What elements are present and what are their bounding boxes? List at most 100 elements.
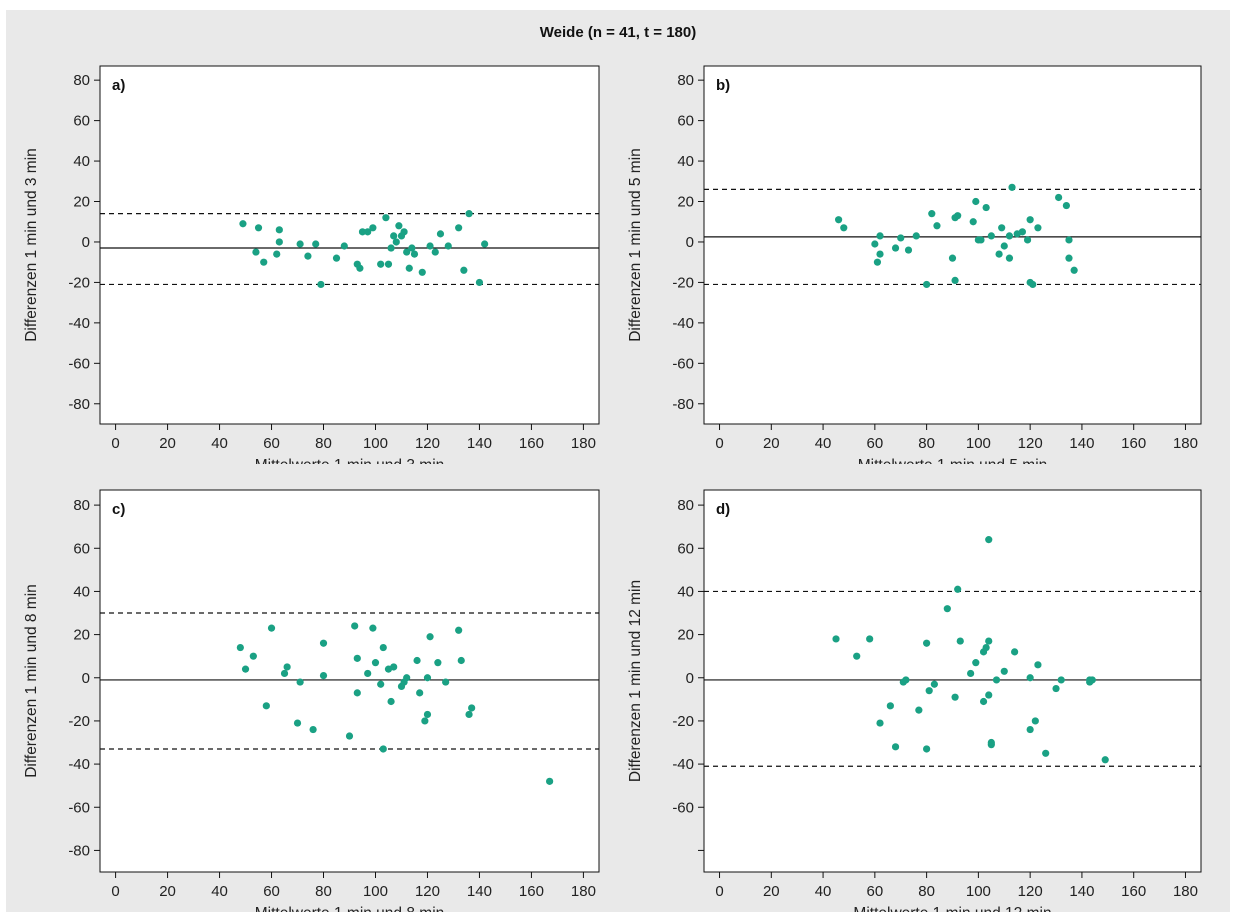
- y-tick-label: 0: [686, 234, 694, 251]
- x-tick-label: 0: [715, 435, 723, 452]
- x-tick-label: 40: [815, 883, 832, 900]
- y-tick-label: 80: [73, 72, 90, 89]
- data-point: [442, 678, 450, 686]
- data-point: [371, 659, 380, 667]
- panel-d: -60 -40 -20 0 20 40 60 80 0 20 40 60 80 100 120 140 160 1…: [627, 489, 1202, 912]
- data-point: [455, 224, 463, 232]
- y-tick-label: -60: [672, 799, 694, 816]
- data-point: [387, 244, 395, 252]
- x-tick-label: 40: [211, 435, 228, 452]
- data-point: [384, 260, 393, 268]
- data-point: [369, 624, 377, 632]
- data-point: [1088, 676, 1096, 684]
- data-point: [933, 222, 941, 230]
- data-point: [351, 622, 359, 630]
- data-point: [928, 210, 936, 218]
- x-tick-label: 80: [918, 435, 935, 452]
- y-tick-label: -20: [672, 713, 694, 730]
- data-point: [241, 665, 250, 673]
- data-point: [379, 643, 387, 652]
- x-tick-label: 100: [363, 883, 388, 900]
- data-point: [925, 687, 933, 695]
- panel-label: d): [716, 501, 730, 518]
- data-point: [319, 639, 328, 647]
- data-point: [979, 697, 988, 706]
- x-tick-label: 0: [715, 883, 723, 900]
- x-tick-label: 0: [111, 883, 119, 900]
- x-tick-label: 160: [1121, 435, 1146, 452]
- x-tick-label: 20: [763, 883, 780, 900]
- data-point: [418, 268, 426, 276]
- data-point: [943, 605, 951, 613]
- data-point: [876, 250, 884, 258]
- data-point: [897, 234, 905, 242]
- x-tick-label: 160: [1121, 883, 1146, 900]
- x-tick-label: 140: [467, 883, 492, 900]
- y-tick-label: -80: [68, 842, 90, 859]
- data-point: [1026, 216, 1034, 224]
- data-point: [969, 218, 977, 226]
- data-point: [992, 676, 1001, 684]
- data-point: [998, 224, 1006, 232]
- x-tick-label: 0: [111, 435, 119, 452]
- data-point: [345, 732, 354, 740]
- y-tick-label: 20: [677, 627, 694, 644]
- x-tick-label: 120: [1018, 883, 1043, 900]
- data-point: [455, 626, 463, 634]
- y-tick-label: 0: [82, 234, 90, 251]
- data-point: [840, 224, 848, 232]
- plot-area: [703, 65, 1202, 425]
- data-point: [283, 663, 291, 671]
- data-point: [954, 585, 962, 593]
- panel-label: c): [112, 501, 125, 518]
- data-point: [1005, 232, 1014, 240]
- data-point: [353, 689, 361, 697]
- x-tick-label: 100: [966, 435, 991, 452]
- x-tick-label: 100: [966, 883, 991, 900]
- data-point: [1101, 756, 1109, 764]
- y-tick-label: -40: [68, 756, 90, 773]
- data-point: [985, 637, 993, 645]
- y-tick-label: 60: [677, 113, 694, 130]
- x-tick-label: 60: [263, 883, 280, 900]
- x-tick-label: 80: [918, 883, 935, 900]
- data-point: [1026, 674, 1034, 682]
- x-tick-label: 60: [867, 435, 884, 452]
- data-point: [296, 678, 304, 686]
- data-point: [1034, 661, 1042, 669]
- y-tick-label: 80: [73, 497, 90, 514]
- x-tick-label: 140: [1069, 883, 1094, 900]
- x-tick-label: 180: [1173, 883, 1198, 900]
- data-point: [1070, 266, 1078, 274]
- x-tick-label: 180: [571, 883, 596, 900]
- y-tick-label: -20: [68, 713, 90, 730]
- x-tick-label: 160: [519, 435, 544, 452]
- data-point: [1000, 242, 1008, 250]
- y-tick-label: 20: [73, 627, 90, 644]
- y-tick-label: 40: [73, 153, 90, 170]
- data-point: [364, 669, 372, 678]
- data-point: [390, 232, 398, 240]
- data-point: [410, 250, 419, 258]
- data-point: [312, 240, 320, 248]
- x-axis-label: Mittelwerte 1 min und 3 min: [255, 457, 445, 464]
- data-point: [293, 719, 302, 727]
- data-point: [1008, 183, 1016, 191]
- data-point: [546, 777, 554, 785]
- data-point: [951, 693, 959, 701]
- panel-label: b): [716, 77, 730, 94]
- data-point: [912, 232, 920, 240]
- y-tick-label: 80: [677, 72, 694, 89]
- panel-a: -80 -60 -40 -20 0 20 40 60 80 0 20 40 60 80 100 120 140 1…: [23, 65, 600, 464]
- y-tick-label: 60: [73, 113, 90, 130]
- data-point: [239, 220, 247, 228]
- data-point: [995, 250, 1003, 258]
- data-point: [876, 719, 884, 727]
- data-point: [985, 536, 993, 544]
- data-point: [304, 252, 312, 260]
- data-point: [405, 264, 413, 272]
- panel-c: -80 -60 -40 -20 0 20 40 60 80 0 20 40 60 80 100 120 140 1…: [23, 489, 600, 912]
- data-point: [356, 264, 364, 272]
- y-tick-label: -20: [68, 274, 90, 291]
- y-axis-label: Differenzen 1 min und 3 min: [23, 148, 40, 342]
